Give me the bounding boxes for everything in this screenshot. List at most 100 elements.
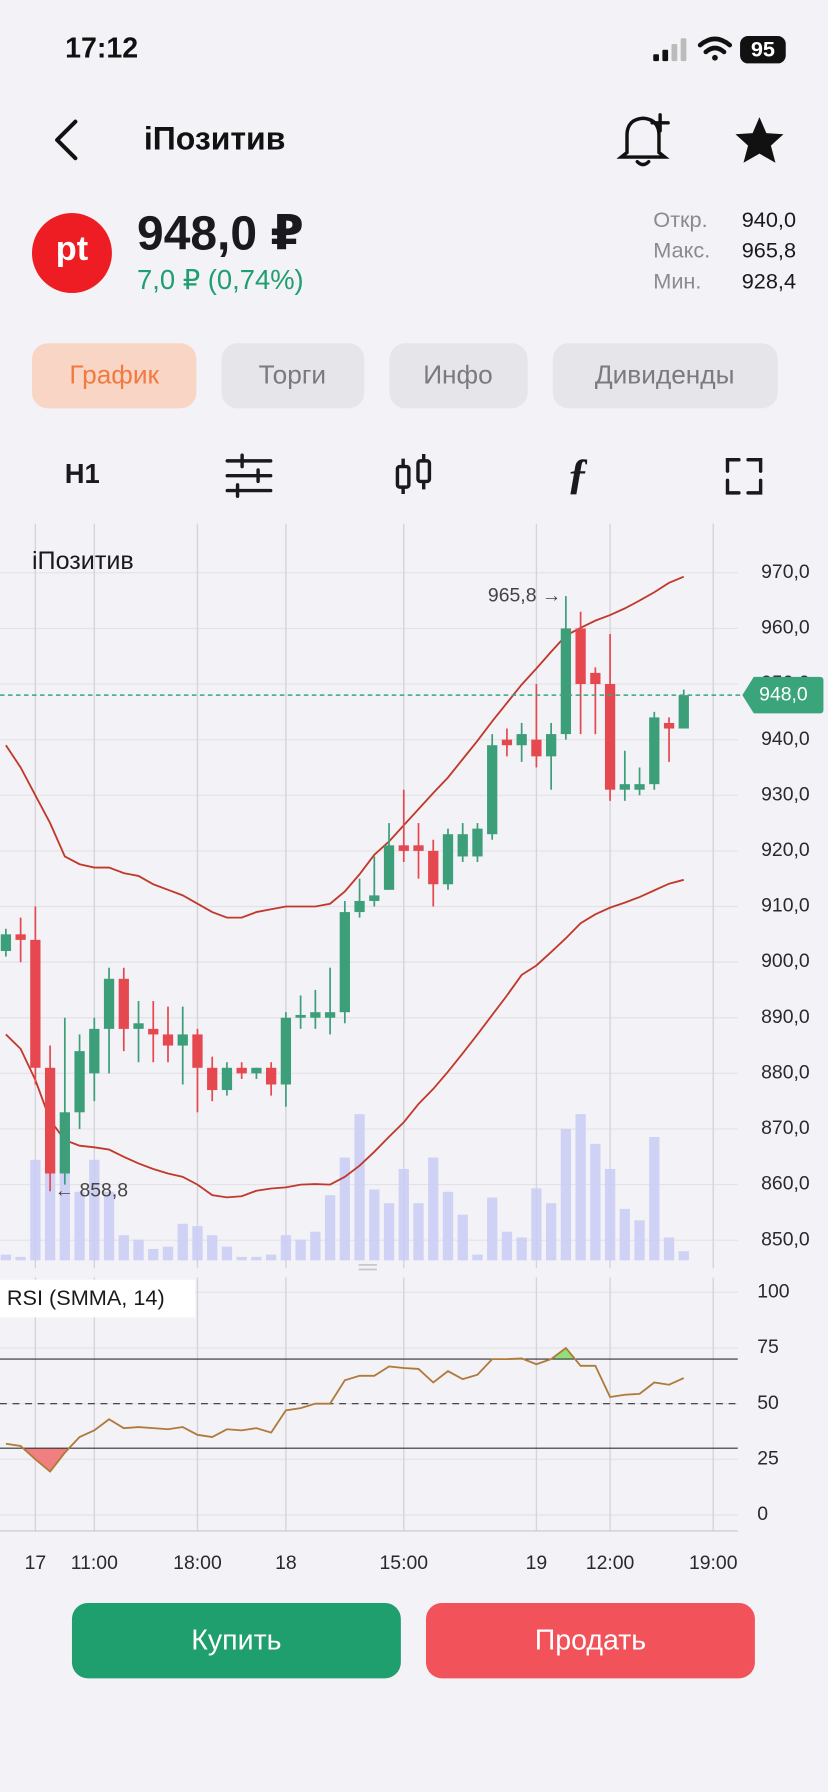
candle-body	[44, 1067, 56, 1174]
volume-bar	[148, 1248, 159, 1261]
candle-body	[148, 1028, 159, 1035]
volume-bar	[383, 1203, 395, 1261]
volume-bar	[678, 1251, 689, 1261]
tab[interactable]	[389, 343, 528, 409]
pane-handle[interactable]	[358, 1264, 377, 1271]
candle-body	[619, 784, 630, 790]
candle-body	[103, 978, 115, 1029]
volume-bar	[118, 1235, 129, 1261]
y-tick-label: 930,0	[761, 783, 810, 805]
pane-divider	[0, 1268, 737, 1278]
rsi-tick-label: 50	[757, 1392, 779, 1414]
x-tick-label: 17	[25, 1552, 47, 1574]
volume-bar	[207, 1235, 218, 1261]
tab-label: График	[69, 359, 159, 389]
volume-bar	[590, 1143, 601, 1261]
volume-bar	[177, 1223, 188, 1261]
rsi-title-box	[0, 1279, 196, 1318]
volume-bar	[619, 1208, 630, 1261]
volume-bar	[442, 1191, 454, 1261]
volume-bar	[103, 1191, 115, 1261]
last-price-tag	[742, 676, 824, 714]
candle-body	[354, 900, 365, 913]
y-tick-label: 860,0	[761, 1173, 810, 1195]
candle-body	[398, 845, 409, 851]
back-button[interactable]	[55, 119, 78, 161]
volume-bar	[280, 1235, 292, 1261]
band-line	[5, 878, 685, 1199]
candle-body	[649, 717, 660, 785]
candle-body	[383, 845, 395, 890]
volume-bar	[575, 1114, 586, 1261]
x-tick-label: 18	[275, 1552, 297, 1574]
buy-button[interactable]	[71, 1602, 401, 1679]
volume-bar	[604, 1168, 616, 1261]
alert-button[interactable]	[616, 113, 670, 167]
buy-label: Купить	[191, 1624, 281, 1656]
sell-button[interactable]	[425, 1602, 755, 1679]
candle-body	[0, 934, 12, 952]
volume-bar	[398, 1168, 409, 1261]
stat-value: 965,8	[742, 238, 796, 263]
indicators-button[interactable]: ƒ	[567, 450, 589, 498]
volume-bar	[251, 1256, 262, 1261]
volume-bar	[221, 1246, 233, 1261]
volume-bar	[560, 1128, 572, 1261]
y-tick-label: 960,0	[761, 617, 810, 639]
settings-button[interactable]	[225, 453, 273, 498]
volume-bar	[531, 1188, 542, 1261]
favorite-button[interactable]	[735, 117, 784, 163]
candle-body	[310, 1012, 321, 1018]
candle-body	[324, 1012, 336, 1018]
candle-body	[177, 1034, 188, 1046]
chart-type-button[interactable]	[395, 454, 432, 494]
y-tick-label: 850,0	[761, 1228, 810, 1250]
volume-bar	[295, 1239, 306, 1261]
tab[interactable]	[221, 343, 365, 409]
y-tick-label: 880,0	[761, 1061, 810, 1083]
candle-body	[162, 1034, 174, 1046]
candle-body	[604, 684, 616, 790]
candle-body	[531, 739, 542, 757]
candle-body	[413, 845, 424, 851]
candle-body	[59, 1112, 70, 1174]
fullscreen-button[interactable]	[725, 458, 763, 495]
volume-bar	[133, 1239, 144, 1261]
candle-body	[575, 628, 586, 685]
volume-bar	[162, 1246, 174, 1261]
tab-label: Инфо	[423, 359, 493, 389]
y-tick-label: 890,0	[761, 1006, 810, 1028]
candle-body	[207, 1067, 218, 1091]
stat-label: Макс.	[653, 238, 710, 263]
candle-body	[369, 895, 380, 901]
volume-bar	[89, 1159, 100, 1261]
rsi-tick-label: 0	[757, 1503, 768, 1525]
high-annotation: 965,8 →	[488, 584, 561, 606]
screen-title: iПозитив	[144, 121, 285, 157]
candle-body	[590, 672, 601, 685]
volume-bar	[649, 1136, 660, 1261]
volume-bar	[324, 1195, 336, 1261]
rsi-line	[5, 1346, 685, 1473]
tab-label: Торги	[259, 359, 326, 389]
stat-label: Откр.	[653, 207, 707, 232]
volume-bar	[546, 1203, 557, 1261]
interval-button[interactable]: H1	[65, 458, 100, 489]
candle-body	[295, 1014, 306, 1018]
tab[interactable]	[552, 343, 778, 409]
candle-body	[428, 850, 439, 885]
volume-bar	[310, 1231, 321, 1261]
tab[interactable]	[31, 343, 197, 409]
volume-bar	[501, 1231, 513, 1261]
y-tick-label: 900,0	[761, 950, 810, 972]
volume-bar	[413, 1203, 424, 1261]
candle-body	[634, 784, 645, 790]
x-tick-label: 15:00	[379, 1552, 428, 1574]
candle-body	[442, 834, 454, 885]
candle-body	[516, 734, 527, 746]
candle-body	[457, 834, 468, 857]
